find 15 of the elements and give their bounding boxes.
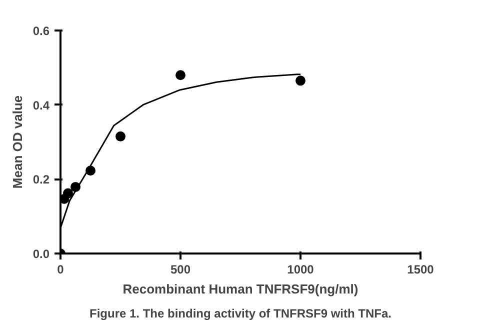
x-tick-label: 0: [57, 262, 64, 276]
y-tick-label: 0.6: [32, 24, 50, 38]
x-tick-label: 500: [170, 262, 191, 276]
text: Figure 1. The binding activity of TNFRSF9 with TNFa.: [89, 306, 392, 320]
x-tick-label: 1500: [407, 262, 434, 276]
point: [176, 70, 186, 80]
point: [296, 76, 306, 86]
point: [116, 131, 126, 142]
y-tick-label: 0.4: [32, 98, 50, 112]
y-tick-label: 0.2: [32, 172, 50, 187]
y-tick-label: 0.0: [32, 247, 50, 261]
point: [63, 188, 73, 198]
y-axis-title: Mean OD value: [10, 95, 25, 189]
x-tick-label: 1000: [287, 262, 314, 276]
x-axis-title: Recombinant Human TNFRSF9(ng/ml): [122, 282, 358, 296]
